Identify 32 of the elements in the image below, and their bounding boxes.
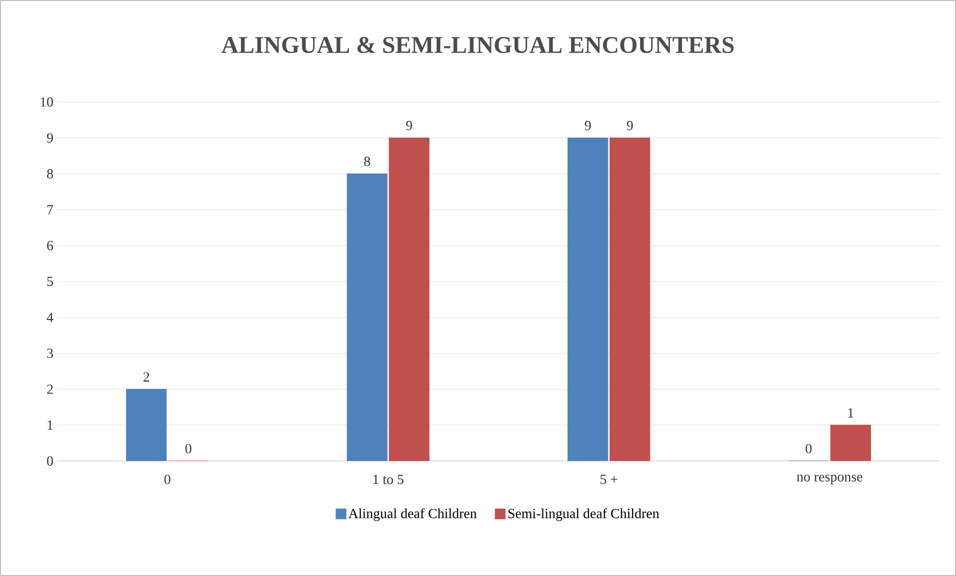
data-label: 8 bbox=[364, 156, 370, 166]
y-tick-label: 3 bbox=[47, 348, 53, 358]
data-label: 9 bbox=[626, 120, 633, 130]
y-tick-label: 10 bbox=[40, 97, 53, 107]
data-label: 2 bbox=[144, 372, 150, 382]
bar bbox=[346, 173, 388, 461]
y-tick-label: 2 bbox=[47, 384, 53, 394]
y-tick-label: 5 bbox=[47, 276, 53, 286]
y-tick-label: 9 bbox=[46, 133, 53, 143]
data-label: 0 bbox=[806, 444, 812, 454]
y-tick-label: 1 bbox=[48, 420, 53, 430]
chart-title: ALINGUAL & SEMI-LINGUAL ENCOUNTERS bbox=[222, 36, 734, 54]
data-label: 9 bbox=[584, 120, 591, 130]
y-tick-label: 6 bbox=[47, 240, 54, 250]
legend-label: Semi-lingual deaf Children bbox=[508, 508, 660, 522]
y-tick-label: 0 bbox=[47, 456, 53, 466]
x-tick-label: 1 to 5 bbox=[373, 474, 404, 484]
x-tick-label: 0 bbox=[164, 474, 170, 484]
legend-label: Alingual deaf Children bbox=[348, 508, 477, 522]
data-label: 0 bbox=[185, 444, 192, 454]
data-label: 1 bbox=[848, 408, 854, 418]
bar bbox=[568, 138, 608, 461]
y-tick-label: 8 bbox=[47, 169, 53, 178]
bar bbox=[388, 138, 430, 461]
bar bbox=[830, 424, 871, 461]
bar bbox=[126, 388, 167, 461]
x-tick-label: 5 + bbox=[600, 474, 618, 484]
y-tick-label: 4 bbox=[46, 312, 54, 322]
x-tick-label: no response bbox=[796, 474, 862, 484]
y-tick-label: 7 bbox=[47, 205, 54, 214]
bar bbox=[610, 138, 650, 461]
data-label: 9 bbox=[406, 120, 412, 130]
